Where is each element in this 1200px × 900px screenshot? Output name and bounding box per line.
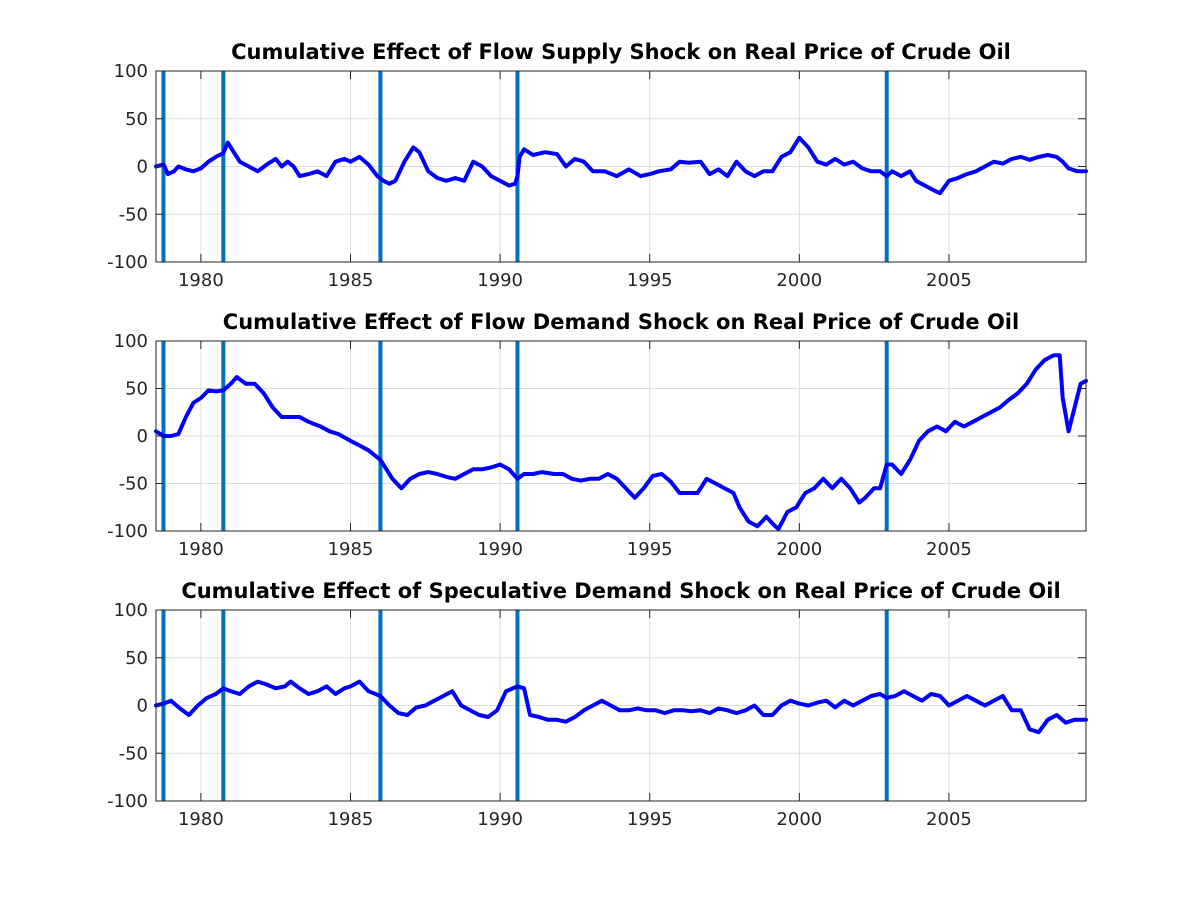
series-line [154, 135, 1088, 196]
series-line [154, 353, 1088, 532]
x-tick-label: 2000 [776, 270, 822, 291]
x-tick-label: 2005 [926, 270, 972, 291]
x-tick-label: 1995 [627, 809, 673, 830]
chart-title: Cumulative Effect of Flow Supply Shock o… [231, 40, 1011, 64]
chart-title: Cumulative Effect of Flow Demand Shock o… [223, 310, 1019, 334]
x-tick-label: 1985 [328, 270, 374, 291]
x-tick-label: 1980 [178, 809, 224, 830]
y-tick-label: 50 [125, 648, 148, 669]
x-tick-label: 2000 [776, 809, 822, 830]
supply-shock-panel: Cumulative Effect of Flow Supply Shock o… [107, 40, 1088, 291]
y-tick-label: -50 [119, 474, 148, 495]
x-tick-label: 1995 [627, 270, 673, 291]
x-tick-label: 1980 [178, 539, 224, 560]
x-tick-label: 2005 [926, 809, 972, 830]
x-tick-label: 2005 [926, 539, 972, 560]
y-tick-label: 0 [137, 426, 148, 447]
y-tick-label: -100 [107, 791, 148, 812]
x-tick-label: 1990 [477, 539, 523, 560]
x-tick-label: 1995 [627, 539, 673, 560]
x-tick-label: 1980 [178, 270, 224, 291]
y-tick-label: -50 [119, 204, 148, 225]
x-tick-label: 1985 [328, 539, 374, 560]
flow-demand-shock-panel: Cumulative Effect of Flow Demand Shock o… [107, 310, 1088, 560]
y-tick-label: -100 [107, 252, 148, 273]
speculative-demand-shock-panel: Cumulative Effect of Speculative Demand … [107, 579, 1088, 830]
series-line [154, 679, 1088, 735]
x-tick-label: 1990 [477, 270, 523, 291]
chart-title: Cumulative Effect of Speculative Demand … [181, 579, 1060, 603]
y-tick-label: 0 [137, 696, 148, 717]
y-tick-label: 100 [114, 61, 148, 82]
y-tick-label: 100 [114, 331, 148, 352]
y-tick-label: 0 [137, 157, 148, 178]
y-tick-label: -100 [107, 521, 148, 542]
x-tick-label: 1985 [328, 809, 374, 830]
y-tick-label: 50 [125, 109, 148, 130]
y-tick-label: 50 [125, 379, 148, 400]
x-tick-label: 1990 [477, 809, 523, 830]
y-tick-label: -50 [119, 743, 148, 764]
x-tick-label: 2000 [776, 539, 822, 560]
y-tick-label: 100 [114, 600, 148, 621]
